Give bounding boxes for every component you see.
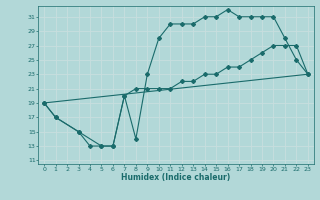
X-axis label: Humidex (Indice chaleur): Humidex (Indice chaleur)	[121, 173, 231, 182]
